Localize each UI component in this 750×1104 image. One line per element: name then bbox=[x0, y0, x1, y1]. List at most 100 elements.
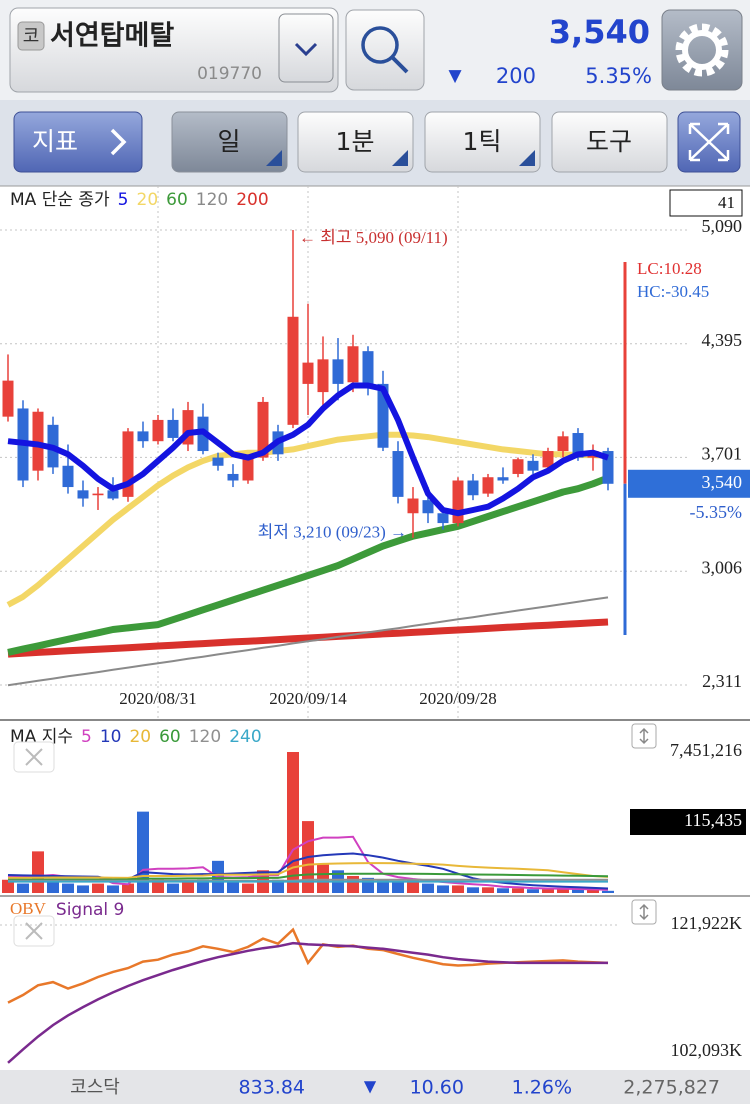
minute-button[interactable] bbox=[297, 111, 414, 173]
footer-bar bbox=[0, 1070, 750, 1104]
search-button[interactable] bbox=[345, 9, 425, 91]
visible-count: 41 bbox=[718, 193, 735, 212]
y-tick-label: 3,701 bbox=[702, 444, 743, 464]
dropdown-button[interactable] bbox=[278, 13, 334, 83]
tick-button[interactable] bbox=[424, 111, 541, 173]
legend-item: 5 bbox=[118, 190, 129, 210]
candle-body bbox=[77, 490, 89, 499]
candle-body bbox=[107, 490, 119, 499]
current-price: 3,540 bbox=[549, 13, 650, 51]
volume-ma-line bbox=[8, 862, 609, 879]
ma-line bbox=[7, 474, 610, 656]
dropdown-corner bbox=[392, 150, 408, 166]
candle-body bbox=[557, 436, 569, 452]
settings-button[interactable] bbox=[661, 9, 743, 91]
x-tick-label: 2020/08/31 bbox=[119, 689, 196, 708]
candle-body bbox=[512, 459, 524, 474]
volume-bar bbox=[422, 883, 434, 893]
indicator-chevron bbox=[110, 128, 127, 156]
stock-selector[interactable] bbox=[9, 7, 339, 93]
resize-icon bbox=[639, 903, 649, 921]
plot-area bbox=[0, 186, 690, 718]
candle-body bbox=[62, 465, 74, 488]
candle-body bbox=[287, 316, 299, 425]
search-icon bbox=[361, 26, 399, 64]
volume-bar bbox=[527, 889, 539, 893]
candle-body bbox=[2, 380, 14, 417]
volume-bar bbox=[92, 883, 104, 893]
count-box bbox=[669, 189, 743, 217]
volume-bar bbox=[287, 752, 299, 893]
volume-bar bbox=[242, 883, 254, 893]
candle-body bbox=[437, 513, 449, 524]
volume-bar bbox=[407, 879, 419, 893]
volume-ma-line bbox=[8, 878, 608, 882]
volume-bar bbox=[272, 879, 284, 893]
dropdown-corner bbox=[519, 150, 535, 166]
candle-body bbox=[362, 351, 374, 384]
plot-area bbox=[0, 924, 620, 1064]
candle-body bbox=[242, 457, 254, 481]
market-badge-box bbox=[17, 21, 45, 51]
candle-body bbox=[497, 477, 509, 481]
volume-bar bbox=[77, 885, 89, 893]
candle-body bbox=[257, 401, 269, 458]
close-icon bbox=[25, 922, 43, 940]
chevron-icon bbox=[294, 42, 318, 57]
market-badge: 코 bbox=[23, 26, 40, 47]
volume-bar bbox=[437, 885, 449, 893]
volume-bar bbox=[122, 883, 134, 893]
legend-item: 120 bbox=[196, 190, 228, 210]
candle-body bbox=[227, 473, 239, 481]
candle-body bbox=[137, 431, 149, 442]
candle-body bbox=[317, 359, 329, 393]
x-tick-label: 2020/09/28 bbox=[419, 689, 496, 708]
volume-bar bbox=[17, 883, 29, 893]
period-button[interactable] bbox=[171, 111, 288, 173]
candle-body bbox=[167, 419, 179, 438]
legend-item: OBV bbox=[10, 899, 47, 918]
volume-bar bbox=[62, 883, 74, 893]
volume-bar bbox=[377, 879, 389, 893]
y-tick-label: 5,090 bbox=[702, 216, 743, 236]
hc-label: HC:-30.45 bbox=[637, 282, 709, 301]
legend-item: 5 bbox=[81, 727, 92, 747]
current-price-box bbox=[628, 469, 750, 498]
market-change-pct: 1.26% bbox=[512, 1077, 572, 1099]
current-volume-label: 115,435 bbox=[684, 810, 742, 830]
legend-item: 120 bbox=[189, 727, 221, 747]
legend-item: 200 bbox=[236, 190, 268, 210]
y-tick-label: 7,451,216 bbox=[670, 740, 742, 760]
candle-body bbox=[407, 498, 419, 514]
close-icon bbox=[25, 748, 43, 766]
candle-body bbox=[212, 457, 224, 466]
legend-item: 60 bbox=[166, 190, 188, 210]
volume-bar bbox=[497, 888, 509, 893]
legend-item: Signal 9 bbox=[56, 900, 124, 920]
volume-bar bbox=[587, 889, 599, 893]
search-icon-handle bbox=[390, 55, 409, 74]
minute-label: 1분 bbox=[336, 127, 375, 156]
high-annotation: ← 최고 5,090 (09/11) bbox=[299, 228, 448, 247]
dropdown-corner bbox=[266, 150, 282, 166]
tools-label: 도구 bbox=[586, 127, 632, 156]
candle-body bbox=[122, 431, 134, 497]
low-annotation: 최저 3,210 (09/23) → bbox=[258, 523, 407, 542]
tools-button[interactable] bbox=[551, 111, 668, 173]
market-name: 코스닥 bbox=[70, 1077, 120, 1098]
volume-bar bbox=[542, 889, 554, 893]
legend-item: 20 bbox=[129, 727, 151, 747]
candle-body bbox=[422, 500, 434, 514]
current-change-label: -5.35% bbox=[690, 502, 743, 522]
candle-body bbox=[542, 451, 554, 468]
candle-body bbox=[482, 477, 494, 494]
volume-bar bbox=[182, 881, 194, 893]
indicator-button[interactable] bbox=[13, 111, 143, 173]
candle-body bbox=[32, 411, 44, 471]
current-price-label: 3,540 bbox=[702, 472, 743, 492]
legend-item: 10 bbox=[100, 727, 122, 747]
ma-line bbox=[7, 596, 609, 687]
candle-body bbox=[92, 493, 104, 496]
volume-bar bbox=[2, 879, 14, 893]
